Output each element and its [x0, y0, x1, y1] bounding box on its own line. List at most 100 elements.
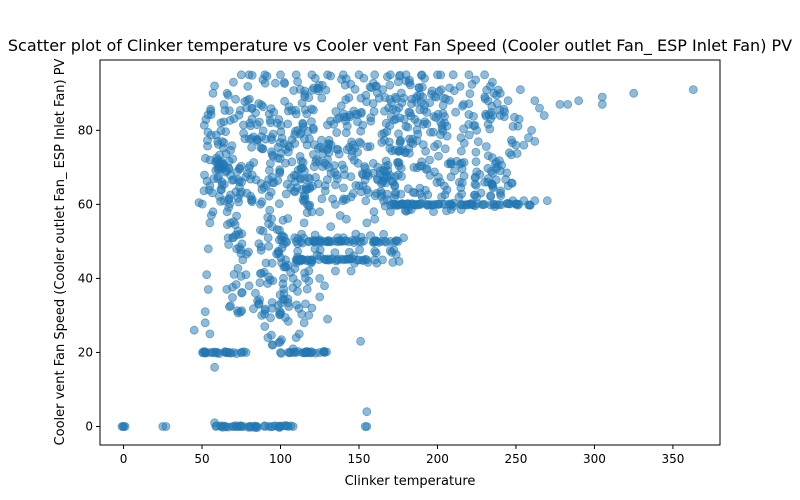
x-tick-label: 50: [194, 452, 209, 466]
data-point: [267, 178, 277, 188]
data-point: [252, 422, 262, 431]
data-point: [346, 172, 356, 182]
data-point: [283, 106, 293, 116]
data-point: [338, 70, 348, 80]
data-point: [471, 75, 481, 85]
data-point: [266, 187, 276, 197]
data-point: [304, 310, 314, 320]
data-point: [321, 85, 331, 95]
data-point: [370, 70, 380, 80]
data-point: [189, 325, 199, 335]
data-point: [273, 249, 283, 259]
data-point: [456, 133, 466, 143]
data-point: [216, 118, 226, 128]
data-point: [413, 129, 423, 139]
data-point: [255, 269, 265, 278]
data-point: [368, 99, 378, 108]
data-point: [440, 199, 450, 209]
data-point: [242, 188, 252, 198]
data-point: [380, 106, 389, 116]
data-point: [465, 89, 475, 99]
data-point: [385, 207, 395, 217]
x-tick-label: 150: [348, 452, 371, 466]
data-point: [213, 348, 223, 357]
data-point: [234, 110, 244, 120]
data-point: [539, 111, 549, 120]
data-point: [268, 129, 278, 139]
data-point: [307, 303, 317, 313]
data-point: [524, 133, 533, 143]
data-point: [456, 146, 466, 156]
data-point: [228, 293, 237, 302]
data-point: [296, 174, 305, 184]
data-point: [385, 70, 395, 80]
data-point: [301, 185, 311, 194]
data-point: [243, 82, 253, 91]
data-point: [342, 121, 352, 131]
data-point: [346, 192, 356, 202]
data-point: [404, 107, 414, 117]
data-point: [283, 260, 293, 270]
data-point: [317, 162, 327, 171]
data-point: [264, 165, 274, 175]
data-point: [394, 147, 403, 156]
data-point: [333, 145, 343, 155]
data-point: [346, 266, 356, 276]
data-point: [228, 233, 238, 243]
data-point: [268, 422, 278, 431]
data-point: [250, 288, 260, 298]
data-point: [597, 100, 607, 109]
data-point: [481, 111, 491, 121]
data-point: [208, 88, 218, 98]
data-point: [200, 307, 210, 317]
data-point: [422, 108, 432, 117]
data-point: [219, 100, 229, 109]
data-point: [310, 244, 320, 254]
data-point: [299, 348, 309, 357]
data-point: [407, 99, 416, 109]
data-point: [276, 422, 285, 431]
data-point: [222, 166, 231, 176]
data-point: [291, 236, 301, 246]
data-point: [483, 163, 493, 173]
y-tick-label: 80: [78, 123, 93, 137]
data-point: [512, 149, 522, 158]
data-point: [249, 158, 259, 167]
data-point: [120, 422, 130, 431]
data-point: [374, 93, 384, 103]
data-point: [486, 192, 496, 201]
data-point: [408, 187, 418, 197]
data-point: [377, 129, 387, 139]
data-point: [361, 196, 371, 206]
data-point: [307, 207, 317, 217]
data-point: [323, 314, 333, 324]
data-point: [492, 200, 502, 210]
data-point: [306, 255, 316, 265]
data-point: [530, 196, 540, 206]
data-point: [256, 179, 266, 188]
data-point: [228, 348, 238, 357]
data-point: [206, 130, 216, 140]
data-point: [433, 70, 442, 80]
data-point: [455, 82, 465, 91]
data-point: [457, 158, 467, 168]
data-point: [268, 276, 278, 286]
data-point: [385, 246, 395, 256]
data-point: [473, 137, 483, 147]
data-point: [467, 199, 477, 209]
data-point: [373, 162, 383, 172]
data-point: [330, 199, 340, 209]
data-point: [361, 90, 371, 100]
data-point: [514, 114, 524, 124]
data-point: [317, 93, 327, 103]
data-point: [354, 255, 364, 265]
data-point: [472, 125, 482, 135]
data-point: [354, 70, 364, 80]
data-point: [304, 237, 313, 247]
data-point: [213, 174, 223, 183]
data-point: [370, 214, 380, 224]
data-point: [448, 70, 458, 80]
data-point: [375, 170, 385, 179]
data-point: [503, 181, 513, 191]
data-point: [260, 322, 270, 331]
